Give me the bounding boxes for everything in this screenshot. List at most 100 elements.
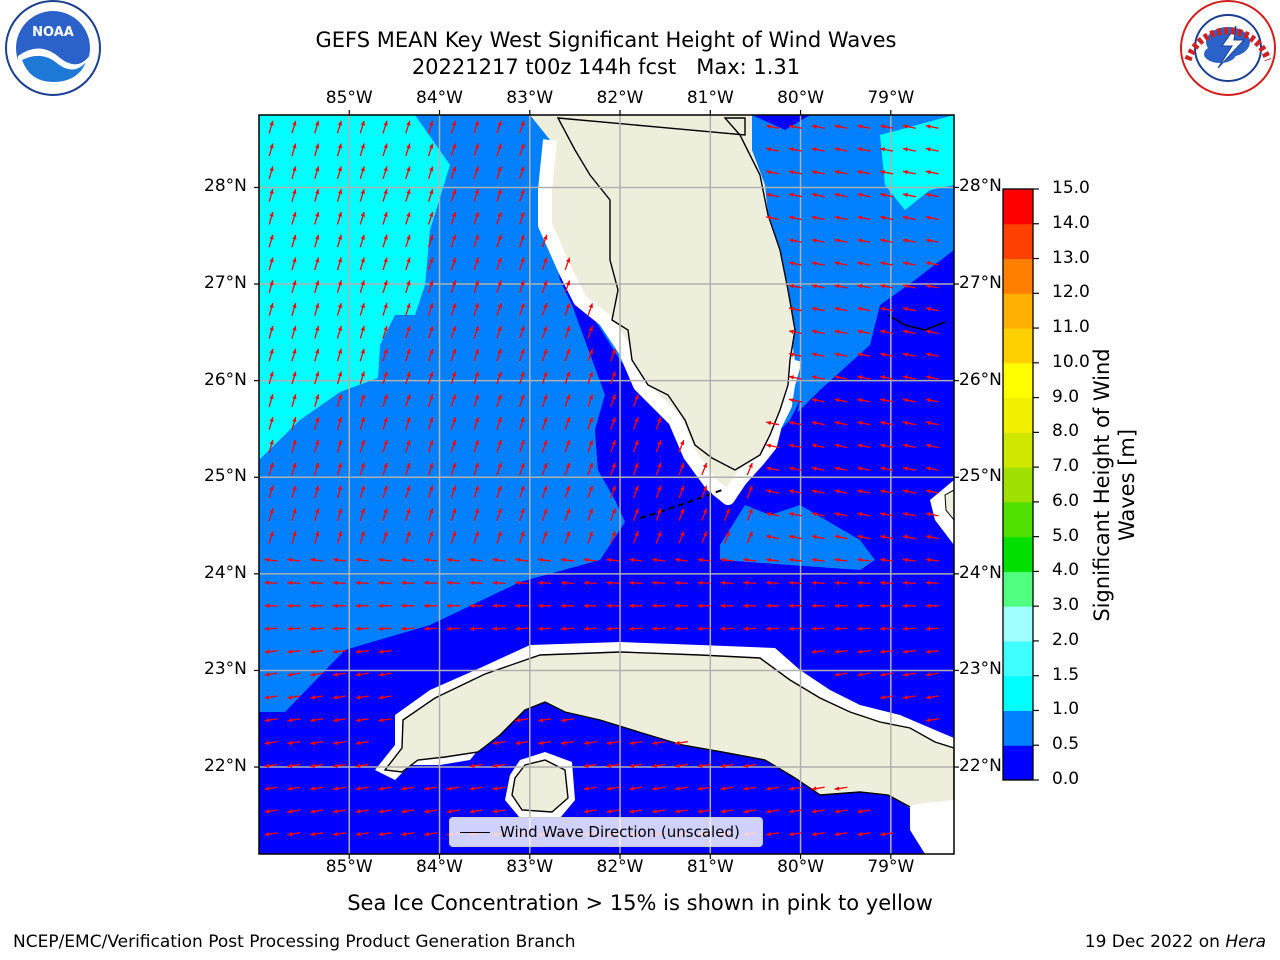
- wave-direction-arrowhead: [497, 257, 502, 263]
- wave-direction-arrowhead: [315, 211, 320, 217]
- wave-direction-arrowhead: [337, 439, 343, 445]
- wave-direction-arrowhead: [269, 120, 274, 126]
- coast-florida-keys: [639, 489, 723, 519]
- wave-direction-arrowhead: [834, 512, 840, 517]
- wave-direction-arrowhead: [337, 120, 343, 126]
- wave-direction-arrowhead: [474, 417, 479, 423]
- wave-direction-arrowhead: [497, 280, 502, 286]
- wave-direction-arrowhead: [383, 143, 388, 149]
- colorbar-swatch: [1003, 258, 1033, 294]
- wave-direction-arrowhead: [880, 557, 885, 563]
- wave-direction-arrowhead: [378, 786, 384, 791]
- wave-direction-arrowhead: [315, 280, 320, 286]
- wave-direction-arrowhead: [355, 603, 361, 608]
- wave-direction-arrowhead: [497, 234, 502, 240]
- wave-direction-arrowhead: [310, 626, 315, 631]
- wave-direction-arrowhead: [903, 329, 908, 334]
- wave-direction-arrowhead: [424, 786, 429, 791]
- wave-direction-arrowhead: [406, 348, 411, 354]
- wave-direction-arrowhead: [880, 580, 885, 586]
- colorbar-tick-label: 2.0: [1052, 629, 1080, 650]
- lat-tick-label: 24°N: [959, 562, 1002, 583]
- wave-direction-arrowhead: [287, 626, 292, 631]
- wave-direction-arrowhead: [611, 462, 616, 468]
- wave-direction-arrowhead: [332, 672, 338, 677]
- wave-direction-arrowhead: [811, 284, 817, 289]
- wave-direction-arrowhead: [766, 420, 772, 426]
- wave-direction-arrowhead: [583, 740, 589, 746]
- wave-direction-arrowhead: [383, 440, 388, 445]
- lon-tick-label: 79°W: [867, 857, 915, 877]
- wave-direction-arrowhead: [451, 303, 457, 309]
- wave-direction-arrowhead: [497, 485, 502, 491]
- wave-direction-arrowhead: [310, 672, 315, 677]
- wave-direction-arrowhead: [451, 394, 457, 400]
- wave-direction-arrowhead: [674, 763, 680, 768]
- wave-direction-arrowhead: [451, 508, 457, 514]
- wave-direction-arrowhead: [606, 580, 612, 586]
- wave-direction-arrowhead: [880, 192, 886, 198]
- wave-direction-arrowhead: [725, 531, 730, 537]
- wave-direction-arrowhead: [902, 557, 908, 563]
- wave-direction-arrowhead: [789, 170, 794, 175]
- wave-direction-arrowhead: [925, 626, 931, 631]
- wave-direction-arrowhead: [520, 280, 525, 286]
- wave-direction-arrowhead: [834, 626, 840, 631]
- wave-direction-arrowhead: [360, 189, 365, 195]
- wave-direction-arrowhead: [315, 234, 320, 240]
- wave-direction-arrowhead: [469, 557, 475, 563]
- wave-direction-arrowhead: [520, 166, 525, 172]
- wave-direction-arrowhead: [811, 420, 817, 426]
- colorbar-tick-label: 1.5: [1052, 664, 1080, 685]
- wave-direction-arrowhead: [834, 329, 840, 334]
- wave-direction-arrowhead: [834, 580, 840, 586]
- coast-grand-bahama: [887, 314, 946, 331]
- wave-direction-arrowhead: [811, 649, 817, 654]
- wave-direction-arrowhead: [811, 512, 817, 517]
- wave-direction-arrowhead: [292, 189, 297, 195]
- colorbar-swatch: [1003, 432, 1033, 468]
- wave-direction-arrowhead: [378, 695, 384, 700]
- wave-direction-arrowhead: [292, 257, 297, 263]
- lat-tick-label: 24°N: [204, 562, 247, 583]
- colorbar-tick-label: 7.0: [1052, 456, 1080, 477]
- wave-direction-arrowhead: [657, 417, 662, 423]
- lat-tick-label: 25°N: [959, 466, 1002, 487]
- wave-direction-arrowhead: [789, 466, 794, 471]
- footer-date-text: 19 Dec 2022 on: [1084, 932, 1220, 952]
- wave-direction-arrowhead: [925, 238, 931, 243]
- wave-direction-arrowhead: [902, 672, 908, 677]
- wave-direction-arrowhead: [269, 348, 274, 354]
- wave-direction-arrowhead: [360, 120, 365, 126]
- wave-direction-arrowhead: [360, 143, 365, 149]
- wave-direction-arrowhead: [834, 443, 840, 448]
- wave-direction-arrowhead: [680, 462, 685, 468]
- wave-direction-arrowhead: [811, 557, 817, 563]
- wave-direction-arrowhead: [925, 717, 931, 723]
- wave-direction-arrowhead: [811, 124, 817, 129]
- wave-direction-arrowhead: [743, 809, 749, 814]
- lat-tick-label: 23°N: [204, 659, 247, 680]
- wave-direction-arrowhead: [292, 417, 297, 423]
- wave-direction-arrowhead: [834, 809, 840, 814]
- colorbar-tick-label: 6.0: [1052, 490, 1080, 511]
- wave-direction-arrowhead: [925, 192, 931, 198]
- wave-direction-arrowhead: [720, 580, 726, 586]
- wave-direction-arrowhead: [474, 166, 479, 172]
- wave-direction-arrowhead: [925, 124, 931, 129]
- wave-direction-arrowhead: [360, 257, 365, 263]
- wave-direction-arrowhead: [269, 462, 274, 468]
- wave-direction-arrowhead: [766, 626, 771, 631]
- wave-direction-arrowhead: [315, 189, 320, 195]
- wave-direction-arrowhead: [857, 603, 862, 608]
- wave-direction-arrowhead: [857, 626, 862, 631]
- wave-direction-arrowhead: [401, 831, 407, 837]
- wave-direction-arrowhead: [834, 557, 840, 563]
- wave-direction-arrowhead: [287, 717, 293, 723]
- wave-direction-arrowhead: [857, 352, 863, 357]
- wave-direction-arrowhead: [789, 306, 794, 312]
- wave-direction-arrowhead: [269, 189, 274, 195]
- wave-direction-arrowhead: [789, 329, 794, 334]
- wave-direction-arrowhead: [383, 394, 388, 400]
- wave-direction-arrowhead: [925, 466, 931, 471]
